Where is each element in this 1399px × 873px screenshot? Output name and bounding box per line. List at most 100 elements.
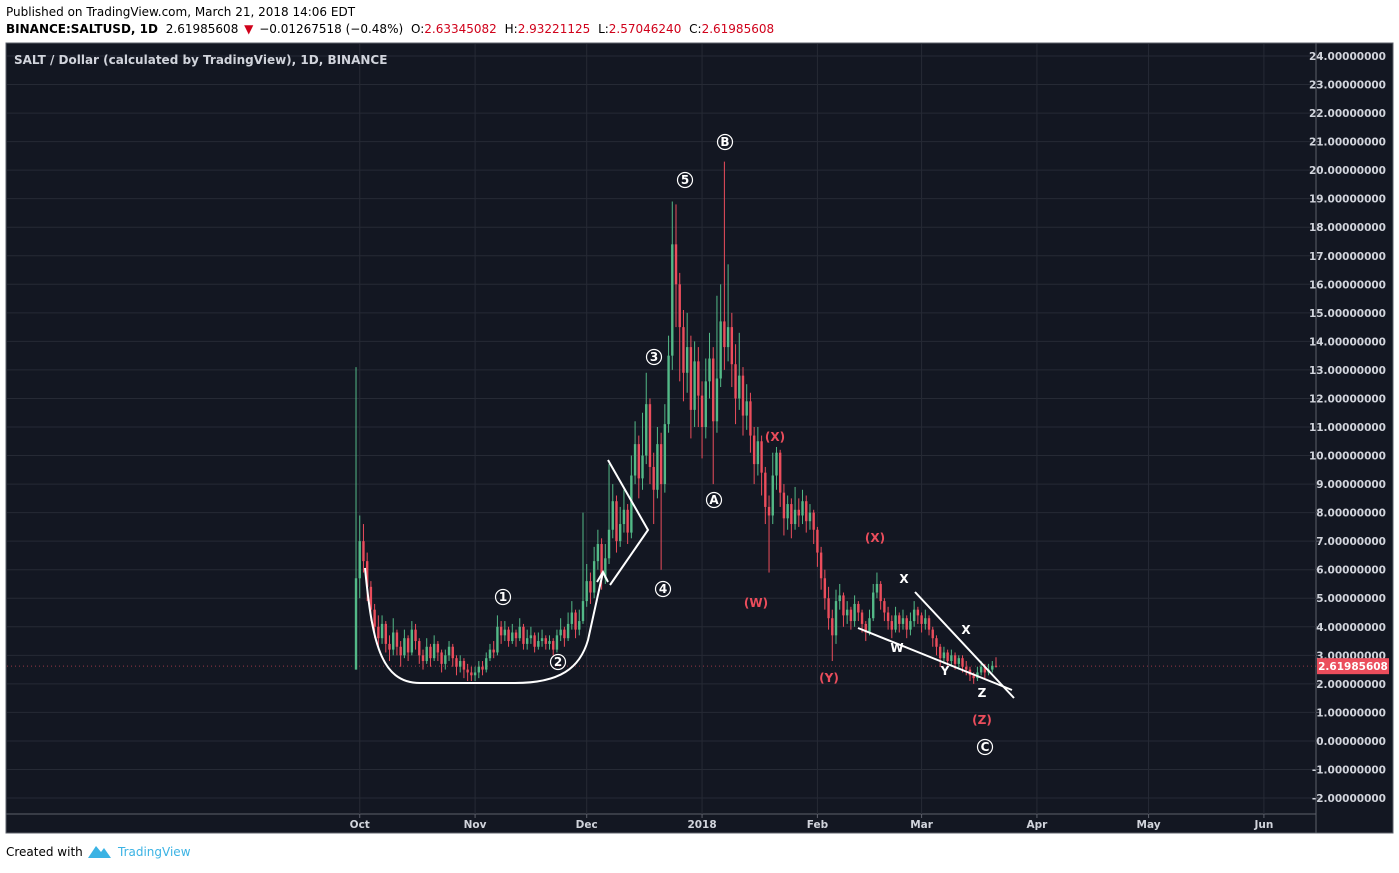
- candle-body: [544, 638, 547, 644]
- candle-body: [596, 544, 600, 562]
- ohlc-value: 2.61985608: [702, 22, 775, 36]
- candle-body: [961, 658, 964, 667]
- candle-body: [875, 583, 879, 593]
- candle-body: [395, 632, 399, 647]
- candle-body: [507, 629, 510, 642]
- candle-body: [741, 375, 745, 416]
- annotation: (X): [865, 531, 885, 545]
- candle-body: [578, 621, 581, 630]
- annotation: 1: [499, 590, 507, 604]
- candle-body: [671, 244, 674, 356]
- annotation-circle: [676, 171, 694, 189]
- candle-body: [589, 581, 592, 593]
- candle-body: [455, 658, 458, 667]
- candle-body: [767, 506, 771, 516]
- candle-body: [399, 646, 402, 656]
- candle-body: [708, 358, 711, 382]
- candle-body: [462, 661, 466, 670]
- candle-body: [678, 284, 681, 328]
- x-tick-label: Nov: [464, 819, 487, 831]
- candle-body: [749, 401, 752, 436]
- candle-body: [946, 652, 949, 662]
- candle-body: [994, 665, 998, 667]
- candle-body: [440, 652, 443, 664]
- candles: [354, 161, 998, 684]
- y-tick-label: 4.00000000: [1316, 622, 1386, 634]
- candle-body: [801, 501, 804, 516]
- candle-body: [827, 598, 830, 619]
- candle-body: [514, 632, 518, 639]
- y-tick-label: 13.00000000: [1309, 365, 1386, 377]
- annotation-circle: [654, 580, 672, 598]
- candle-body: [380, 623, 384, 639]
- candle-body: [693, 361, 696, 410]
- candle-body: [931, 629, 934, 639]
- candle-body: [574, 612, 577, 630]
- candle-body: [868, 618, 871, 633]
- candle-body: [700, 395, 704, 428]
- candle-body: [522, 626, 525, 644]
- candle-body: [805, 501, 808, 522]
- y-tick-label: 20.00000000: [1309, 165, 1386, 177]
- candle-body: [354, 578, 358, 670]
- annotation: (X): [765, 430, 785, 444]
- candle-body: [622, 509, 626, 525]
- candle-body: [659, 444, 663, 485]
- candle-body: [529, 635, 533, 639]
- drawn-trendline: [914, 591, 1015, 699]
- candle-body: [857, 603, 860, 613]
- change-arrow: ▼: [244, 22, 254, 36]
- candle-body: [369, 586, 373, 610]
- candle-body: [414, 629, 417, 642]
- candle-body: [388, 643, 391, 650]
- candle-body: [782, 492, 786, 519]
- ohlc-value: 2.63345082: [424, 22, 497, 36]
- candle-body: [633, 444, 637, 476]
- annotation: 5: [681, 173, 689, 187]
- candle-body: [403, 638, 406, 656]
- symbol-line: BINANCE:SALTUSD, 1D 2.61985608 ▼ −0.0126…: [6, 22, 774, 36]
- candle-body: [730, 327, 734, 365]
- candle-body: [525, 638, 529, 644]
- drawn-wedge: [607, 459, 650, 586]
- candle-body: [738, 375, 741, 399]
- candle-body: [566, 623, 570, 639]
- candle-body: [715, 378, 719, 422]
- candle-body: [485, 658, 488, 670]
- y-tick-label: 7.00000000: [1316, 536, 1386, 548]
- candle-body: [704, 381, 707, 428]
- candle-body: [656, 444, 659, 490]
- last-price: 2.61985608: [166, 22, 239, 36]
- candle-body: [503, 629, 507, 636]
- candle-body: [719, 321, 722, 379]
- candle-body: [373, 609, 376, 627]
- candle-body: [927, 618, 931, 630]
- candle-body: [641, 455, 644, 479]
- candle-body: [812, 512, 815, 530]
- candle-body: [808, 512, 812, 522]
- ohlc-label: O:: [411, 22, 424, 36]
- y-tick-label: 5.00000000: [1316, 593, 1386, 605]
- candle-body: [418, 641, 421, 656]
- brand-logo: [88, 846, 111, 858]
- candle-body: [916, 609, 920, 616]
- candle-body: [511, 632, 514, 642]
- candle-body: [890, 621, 894, 630]
- annotation: (Z): [972, 713, 992, 727]
- chart-title: SALT / Dollar (calculated by TradingView…: [14, 53, 387, 67]
- candle-body: [425, 646, 428, 662]
- annotation-circle: [494, 588, 512, 606]
- candle-body: [831, 618, 834, 636]
- candle-body: [860, 612, 864, 624]
- candle-body: [477, 666, 481, 673]
- candle-body: [548, 641, 551, 644]
- y-tick-label: 24.00000000: [1309, 51, 1386, 63]
- annotation: 3: [650, 350, 658, 364]
- candle-body: [778, 452, 782, 493]
- candle-body: [726, 327, 730, 348]
- published-note: Published on TradingView.com, March 21, …: [6, 5, 356, 19]
- annotations: 1 2 3 4 5 A B C (X) (W) (Y) (X) (Z) X W X Y Z: [494, 133, 994, 756]
- candle-body: [618, 524, 622, 542]
- candle-body: [965, 666, 968, 670]
